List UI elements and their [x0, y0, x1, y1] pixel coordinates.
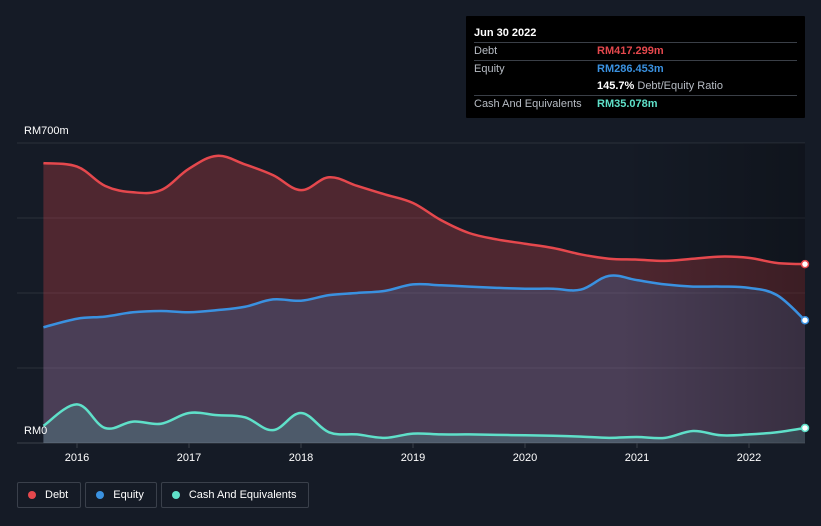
cash-end-marker: [800, 423, 810, 433]
x-tick-label: 2020: [513, 452, 537, 464]
tooltip-debt-label: Debt: [474, 45, 498, 57]
series-areas: [43, 143, 805, 443]
legend: Debt Equity Cash And Equivalents: [17, 482, 310, 510]
tooltip-date: Jun 30 2022: [474, 27, 537, 39]
debt-area: [43, 155, 805, 443]
cash-area: [43, 404, 805, 443]
x-tick-label: 2019: [401, 452, 425, 464]
tooltip-cash-label: Cash And Equivalents: [474, 98, 582, 110]
x-tick-label: 2021: [625, 452, 649, 464]
legend-item-equity[interactable]: Equity: [85, 482, 157, 508]
tooltip-cash-value: RM35.078m: [597, 98, 658, 110]
tooltip-ratio-label: Debt/Equity Ratio: [637, 80, 723, 92]
legend-item-debt[interactable]: Debt: [17, 482, 82, 508]
legend-cash-label: Cash And Equivalents: [188, 489, 297, 501]
debt-line: [43, 154, 806, 266]
cash-dot-icon: [171, 491, 180, 499]
x-tick-label: 2016: [65, 452, 89, 464]
tooltip-ratio-row: 145.7% Debt/Equity Ratio: [474, 78, 797, 95]
debt-dot-icon: [28, 491, 36, 499]
tooltip-cash-row: Cash And Equivalents RM35.078m: [474, 95, 797, 113]
tooltip-ratio-value: 145.7%: [597, 80, 635, 92]
x-tick-label: 2022: [737, 452, 761, 464]
y-axis-top-label: RM700m: [24, 125, 69, 137]
tooltip-equity-value: RM286.453m: [597, 63, 664, 75]
tooltip-ratio: 145.7% Debt/Equity Ratio: [597, 78, 723, 95]
tooltip-debt-value: RM417.299m: [597, 45, 664, 57]
equity-dot-icon: [96, 491, 105, 499]
tooltip-equity-row: Equity RM286.453m: [474, 60, 797, 78]
x-axis-ticks: 2016 2017 2018 2019 2020 2021 2022: [65, 443, 761, 464]
legend-item-cash[interactable]: Cash And Equivalents: [160, 482, 310, 508]
equity-line: [43, 274, 806, 329]
y-axis-bottom-label: RM0: [24, 425, 48, 437]
tooltip-equity-label: Equity: [474, 63, 505, 75]
x-tick-label: 2018: [289, 452, 313, 464]
end-markers: [800, 259, 810, 433]
future-shade: [620, 143, 805, 443]
equity-area: [43, 275, 805, 443]
x-tick-label: 2017: [177, 452, 201, 464]
legend-debt-label: Debt: [45, 489, 69, 501]
legend-equity-label: Equity: [113, 489, 144, 501]
equity-end-marker: [800, 315, 810, 325]
tooltip-panel: Jun 30 2022 Debt RM417.299m Equity RM286…: [466, 16, 805, 118]
debt-end-marker: [800, 259, 810, 269]
series-lines: [42, 154, 806, 440]
tooltip-debt-row: Debt RM417.299m: [474, 42, 797, 60]
cash-line: [42, 403, 806, 440]
